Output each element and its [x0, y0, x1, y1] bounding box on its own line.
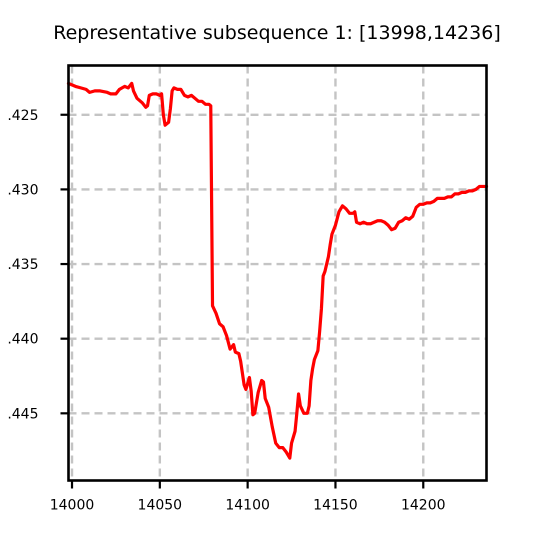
y-tick-label: .440: [7, 332, 38, 348]
chart-title: Representative subsequence 1: [13998,142…: [53, 22, 500, 44]
series-line: [66, 81, 489, 460]
x-tick-label: 14200: [401, 498, 446, 514]
y-tick-label: .430: [7, 182, 38, 198]
x-tick-label: 14150: [313, 498, 358, 514]
axis-ticks: 14000 14050 14100 14150 14200 .425 .430 .435 .44…: [7, 108, 445, 514]
grid: [68, 65, 487, 481]
plot-frame: [67, 64, 488, 482]
x-tick-label: 14000: [50, 498, 95, 514]
y-tick-label: .425: [7, 108, 38, 124]
series-layer: [66, 81, 489, 460]
x-tick-label: 14050: [138, 498, 183, 514]
y-tick-label: .445: [7, 406, 38, 422]
y-tick-label: .435: [7, 257, 38, 273]
x-tick-label: 14100: [225, 498, 270, 514]
